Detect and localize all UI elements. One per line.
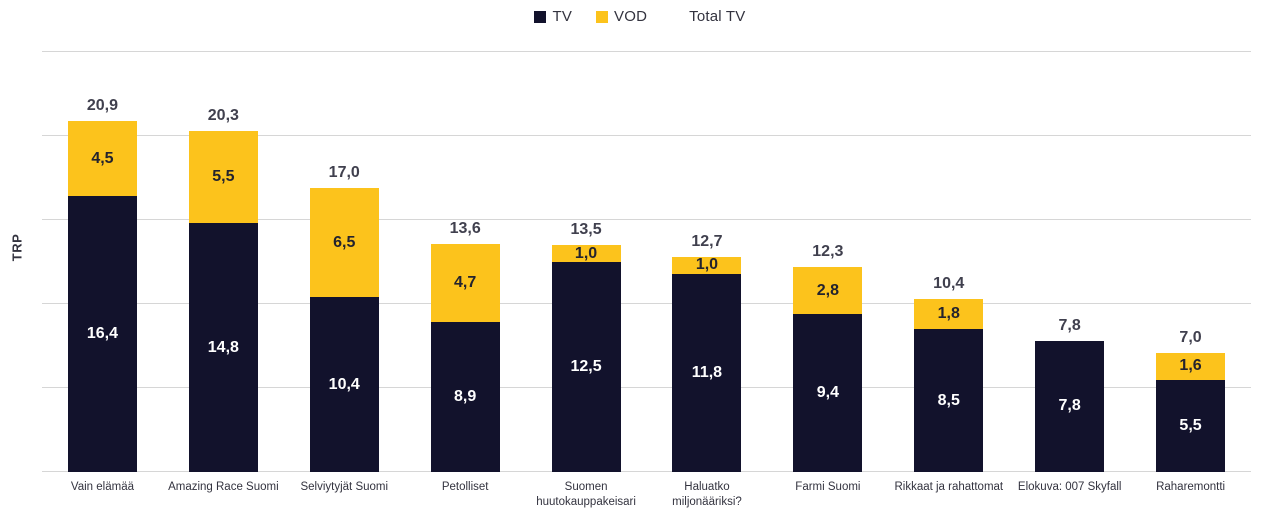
vod-value-label: 2,8 [816,281,839,299]
vod-segment: 4,7 [430,243,500,323]
total-tv-label: 13,6 [449,219,481,237]
tv-value-label: 16,4 [86,325,118,343]
vod-segment: 4,5 [67,120,137,197]
category-label-9: Elokuva: 007 Skyfall [1017,481,1122,493]
vod-value-label: 1,0 [574,244,598,262]
legend-item-vod: VOD [596,8,647,25]
tv-value-label: 8,5 [937,391,960,409]
legend-label-total-tv: Total TV [689,8,746,25]
tv-segment: 9,4 [793,314,863,472]
total-tv-label: 20,9 [86,96,119,114]
total-tv-label: 7,0 [1179,328,1202,346]
total-tv-label: 12,3 [812,243,844,261]
vod-value-label: 1,8 [937,305,960,323]
category-label-10: Raharemontti [1156,481,1226,493]
tv-segment: 12,5 [551,262,621,472]
tv-value-label: 10,4 [328,375,360,393]
tv-segment: 11,8 [672,273,742,472]
plot-area: 16,4 4,5 20,9 14,8 5,5 20,3 10,4 6,5 17,0 8,9 4,7 1… [42,51,1251,472]
total-tv-swatch-icon [671,11,683,23]
category-label-5: Suomen huutokauppakeisari [536,481,636,508]
vod-segment: 5,5 [188,130,258,224]
tv-segment: 10,4 [309,297,379,472]
tv-value-label: 14,8 [207,338,239,356]
tv-segment: 14,8 [188,223,258,472]
tv-swatch-icon [534,10,547,23]
legend-item-total-tv: Total TV [671,8,745,25]
tv-value-label: 8,9 [454,388,477,406]
total-tv-label: 20,3 [207,106,239,124]
vod-segment: 1,0 [672,256,742,274]
category-label-2: Amazing Race Suomi [168,481,279,493]
gridline-10 [42,303,1251,304]
vod-value-label: 4,5 [91,149,114,167]
gridline-20 [42,135,1251,136]
bar-3: 10,4 6,5 17,0 [309,164,379,472]
total-tv-label: 12,7 [691,232,723,250]
vod-segment: 1,0 [551,244,621,262]
bar-6: 11,8 1,0 12,7 [672,233,742,472]
gridline-5 [42,387,1251,388]
tv-value-label: 7,8 [1058,397,1081,415]
tv-value-label: 9,4 [816,384,839,402]
category-label-7: Farmi Suomi [795,481,861,493]
vod-segment: 2,8 [793,267,863,315]
bar-7: 9,4 2,8 12,3 [793,243,863,472]
legend-label-tv: TV [552,8,573,25]
total-tv-label: 7,8 [1058,316,1081,334]
total-tv-label: 17,0 [328,164,360,182]
category-label-8: Rikkaat ja rahattomat [894,481,1004,493]
bar-5: 12,5 1,0 13,5 [551,221,621,472]
tv-segment: 5,5 [1156,379,1226,472]
category-label-1: Vain elämää [70,481,134,493]
x-axis-labels: Vain elämää Amazing Race Suomi Selviytyjät… [42,480,1251,510]
category-label-4: Petolliset [441,481,489,493]
tv-value-label: 5,5 [1179,416,1202,434]
category-label-3: Selviytyjät Suomi [300,481,389,493]
vod-value-label: 1,0 [695,256,719,274]
legend-label-vod: VOD [614,8,648,25]
vod-value-label: 1,6 [1179,357,1202,375]
vod-swatch-icon [596,10,609,23]
tv-segment: 8,9 [430,322,500,472]
tv-segment: 7,8 [1035,340,1105,472]
vod-value-label: 4,7 [454,274,477,291]
bar-1: 16,4 4,5 20,9 [67,97,137,472]
total-tv-label: 13,5 [570,221,602,239]
vod-segment: 1,6 [1156,352,1226,380]
tv-value-label: 12,5 [570,358,602,375]
bar-2: 14,8 5,5 20,3 [188,107,258,472]
chart-legend: TV VOD Total TV [0,8,1280,25]
category-label-6: Haluatko miljonääriksi? [672,481,742,508]
bar-9: 7,8 7,8 [1035,317,1105,472]
gridline-15 [42,219,1251,220]
tv-segment: 16,4 [67,196,137,472]
vod-value-label: 5,5 [212,168,235,186]
vod-value-label: 6,5 [333,233,356,251]
bar-4: 8,9 4,7 13,6 [430,220,500,472]
gridline-25 [42,51,1251,52]
legend-item-tv: TV [534,8,572,25]
bar-8: 8,5 1,8 10,4 [914,275,984,472]
tv-segment: 8,5 [914,329,984,472]
tv-value-label: 11,8 [691,363,723,381]
y-axis-title: TRP [9,233,25,262]
vod-segment: 1,8 [914,298,984,330]
vod-segment: 6,5 [309,188,379,298]
gridline-0 [42,471,1251,472]
total-tv-label: 10,4 [933,274,965,292]
bar-10: 5,5 1,6 7,0 [1156,329,1226,472]
